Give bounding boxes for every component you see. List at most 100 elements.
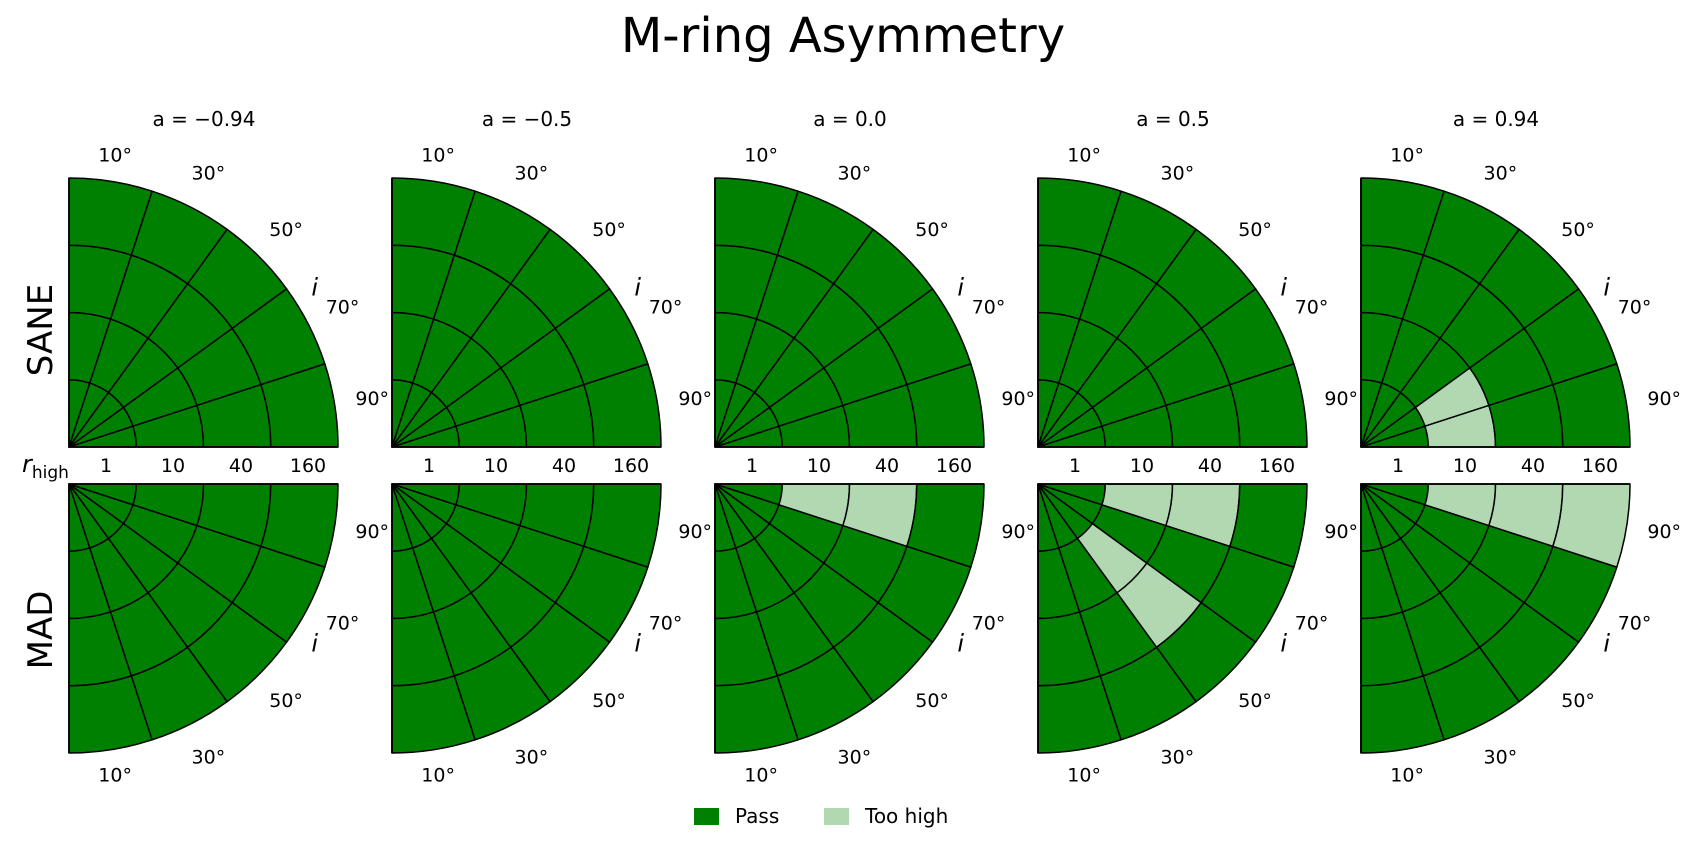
cell-P <box>260 483 339 568</box>
cell-P <box>509 601 611 703</box>
column-title: a = −0.5 <box>482 107 572 131</box>
inclination-axis-label: i <box>311 630 318 658</box>
radial-tick-label: 40 <box>552 455 576 477</box>
inclination-tick-label: 90° <box>678 521 712 543</box>
cell-P <box>509 228 611 330</box>
radial-tick-label: 1 <box>1392 455 1404 477</box>
cell-P <box>906 483 985 568</box>
cell-P <box>453 646 551 741</box>
radial-tick-label: 160 <box>1582 455 1618 477</box>
figure-title: M-ring Asymmetry <box>620 8 1066 64</box>
panel-sane-4: 10° 30° 50° 70° 90° i <box>1360 145 1681 448</box>
cell-P <box>877 545 972 643</box>
cell-P <box>776 646 874 741</box>
inclination-tick-label: 50° <box>592 690 626 712</box>
inclination-tick-label: 90° <box>1647 388 1681 410</box>
radial-tick-label: 160 <box>613 455 649 477</box>
inclination-axis-label: i <box>957 630 964 658</box>
inclination-tick-label: 30° <box>838 162 872 184</box>
inclination-tick-label: 90° <box>1324 388 1358 410</box>
cell-P <box>1155 601 1257 703</box>
inclination-tick-label: 90° <box>1324 521 1358 543</box>
radial-tick-label: 1 <box>1069 455 1081 477</box>
cell-P <box>554 288 649 386</box>
inclination-tick-label: 90° <box>1001 388 1035 410</box>
cell-P <box>130 646 228 741</box>
cell-P <box>1552 363 1631 448</box>
radial-axis-label: rhigh <box>22 450 69 483</box>
panel-mad-4: 10° 30° 50° 70° 90° i <box>1360 483 1681 786</box>
radial-tick-label: 40 <box>1521 455 1545 477</box>
cell-P <box>1099 190 1197 285</box>
panel-sane-2: 10° 30° 50° 70° 90° i <box>714 145 1035 448</box>
radial-tick-label: 40 <box>875 455 899 477</box>
radial-tick-label: 160 <box>290 455 326 477</box>
radial-tick-label: 160 <box>1259 455 1295 477</box>
cell-P <box>186 228 288 330</box>
inclination-tick-label: 10° <box>421 145 455 167</box>
inclination-tick-label: 70° <box>649 612 683 634</box>
cell-P <box>1422 646 1520 741</box>
inclination-tick-label: 10° <box>421 764 455 786</box>
radial-tick-label: 160 <box>936 455 972 477</box>
inclination-tick-label: 70° <box>1295 612 1329 634</box>
cell-P <box>1478 228 1580 330</box>
cell-P <box>260 363 339 448</box>
radial-tick-label: 40 <box>1198 455 1222 477</box>
inclination-tick-label: 10° <box>98 145 132 167</box>
inclination-tick-label: 90° <box>355 521 389 543</box>
panel-mad-1: 10° 30° 50° 70° 90° i <box>391 483 712 786</box>
legend: Pass Too high <box>694 804 948 828</box>
inclination-tick-label: 30° <box>192 162 226 184</box>
radial-tick-label: 10 <box>1453 455 1477 477</box>
cell-P <box>776 190 874 285</box>
cell-P <box>186 601 288 703</box>
cell-P <box>231 545 326 643</box>
cell-H <box>1552 483 1631 568</box>
inclination-tick-label: 30° <box>1161 747 1195 769</box>
inclination-axis-label: i <box>1280 273 1287 301</box>
inclination-axis-label: i <box>311 273 318 301</box>
cell-P <box>1523 288 1618 386</box>
inclination-tick-label: 30° <box>1161 162 1195 184</box>
column-title: a = 0.0 <box>813 107 887 131</box>
radial-tick-label: 1 <box>746 455 758 477</box>
legend-swatch <box>694 808 719 825</box>
cell-P <box>832 601 934 703</box>
cell-P <box>906 363 985 448</box>
inclination-tick-label: 10° <box>744 145 778 167</box>
inclination-tick-label: 10° <box>98 764 132 786</box>
cell-P <box>1229 483 1308 568</box>
inclination-axis-label: i <box>634 273 641 301</box>
inclination-tick-label: 10° <box>1067 764 1101 786</box>
cell-P <box>1200 545 1295 643</box>
radial-tick-label: 10 <box>807 455 831 477</box>
cell-P <box>1200 288 1295 386</box>
legend-label: Pass <box>735 804 779 828</box>
inclination-tick-label: 50° <box>1561 219 1595 241</box>
inclination-tick-label: 70° <box>972 612 1006 634</box>
inclination-tick-label: 30° <box>515 747 549 769</box>
panel-mad-2: 10° 30° 50° 70° 90° i <box>714 483 1035 786</box>
inclination-tick-label: 10° <box>1390 764 1424 786</box>
inclination-tick-label: 50° <box>1238 219 1272 241</box>
row-label: SANE <box>21 284 61 376</box>
inclination-tick-label: 10° <box>1067 145 1101 167</box>
inclination-tick-label: 50° <box>915 219 949 241</box>
inclination-tick-label: 70° <box>1618 297 1652 319</box>
inclination-tick-label: 50° <box>1238 690 1272 712</box>
cell-P <box>554 545 649 643</box>
cell-P <box>453 190 551 285</box>
legend-label: Too high <box>864 804 948 828</box>
inclination-axis-label: i <box>634 630 641 658</box>
row-label: MAD <box>21 591 61 670</box>
cell-P <box>1155 228 1257 330</box>
radial-tick-label: 10 <box>484 455 508 477</box>
inclination-tick-label: 10° <box>744 764 778 786</box>
inclination-tick-label: 70° <box>326 612 360 634</box>
inclination-tick-label: 50° <box>1561 690 1595 712</box>
inclination-tick-label: 90° <box>1647 521 1681 543</box>
inclination-tick-label: 70° <box>1295 297 1329 319</box>
cell-P <box>1422 190 1520 285</box>
